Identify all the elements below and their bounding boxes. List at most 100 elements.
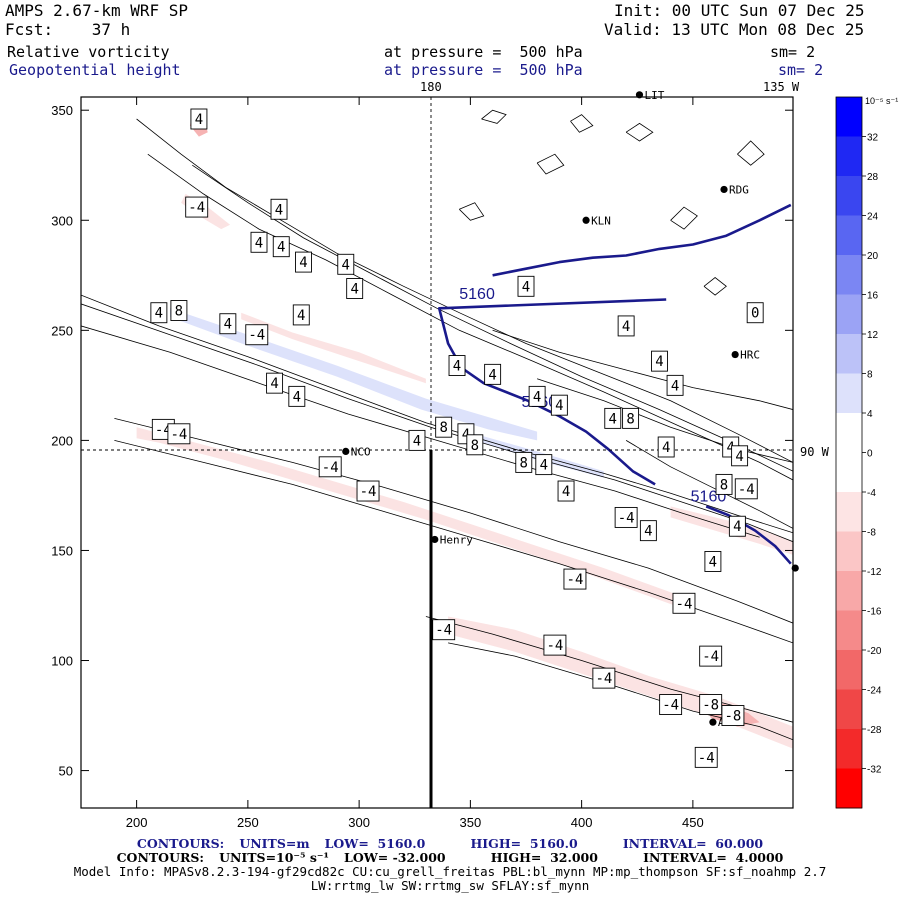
vorticity-contours [81, 109, 793, 741]
vort-label-text: 8 [626, 411, 634, 427]
y-tick-label: 250 [51, 323, 73, 338]
vort-label-box [288, 385, 306, 407]
vort-contour-6 [114, 418, 793, 624]
vort-label-3: 4 [250, 231, 268, 253]
vort-label-text: 8 [520, 455, 528, 471]
vort-label-20: 8 [466, 434, 484, 456]
footer-height-contours: CONTOURS: UNITS=m LOW= 5160.0 HIGH= 5160… [136, 836, 764, 851]
vort-label-text: -4 [676, 596, 693, 612]
vort-label-box [563, 568, 587, 590]
vort-label-23: 4 [448, 355, 466, 377]
colorbar-segment-8 [836, 413, 862, 453]
vort-label-text: -4 [546, 638, 563, 654]
shade-band-4 [448, 616, 793, 749]
x-tick-label: 400 [571, 815, 593, 830]
vort-contour-3 [136, 118, 793, 463]
vort-label-text: 4 [540, 458, 548, 474]
vort-label-box [346, 278, 364, 299]
vort-label-40: -4 [734, 478, 758, 500]
station-henry: Henry [431, 533, 473, 546]
vort-label-text: 4 [299, 255, 307, 271]
vort-label-text: -4 [567, 572, 584, 588]
vort-label-54: -4 [694, 746, 718, 768]
vort-label-box [270, 198, 288, 220]
colorbar-segment-5 [836, 294, 862, 335]
vort-label-text: 4 [555, 398, 563, 414]
field2-name: Geopotential height [9, 61, 181, 79]
colorbar-segment-17 [836, 768, 862, 809]
valid-time: Valid: 13 UTC Mon 08 Dec 25 [604, 20, 865, 39]
vort-label-text: -4 [618, 510, 635, 526]
height-contour-2 [705, 505, 792, 565]
colorbar-segment-12 [836, 571, 862, 611]
vort-label-text: 4 [671, 378, 679, 394]
vort-label-text: -4 [248, 328, 265, 344]
vort-label-16: -4 [167, 423, 191, 445]
station-marker [342, 447, 350, 455]
vort-label-text: 4 [733, 519, 741, 535]
vort-label-27: 4 [517, 275, 535, 297]
vort-label-box [746, 302, 764, 324]
colorbar-segment-11 [836, 531, 862, 572]
vort-label-31: 8 [622, 407, 640, 429]
footer-model-info: Model Info: MPASv8.2.3-194-gf29cd82c CU:… [73, 864, 827, 879]
vort-label-box [659, 694, 683, 715]
vort-label-14: 4 [288, 385, 306, 407]
station-marker [720, 185, 728, 194]
vort-label-text: 4 [562, 484, 570, 500]
vort-label-text: -8 [702, 698, 719, 714]
vort-label-1: -4 [185, 196, 209, 218]
vort-label-box [694, 746, 718, 768]
vort-label-box [318, 456, 342, 478]
y-tick-label: 200 [51, 433, 73, 448]
colorbar-segment-1 [836, 136, 862, 177]
height-contour-0 [492, 203, 792, 277]
vort-label-24: 4 [484, 363, 502, 385]
vort-label-text: 4 [255, 235, 263, 251]
y-tick-label: 350 [51, 103, 73, 118]
vort-label-text: 4 [293, 389, 301, 405]
vort-label-10: 4 [219, 313, 237, 335]
y-tick-label: 50 [59, 764, 73, 779]
vort-label-box [515, 451, 533, 473]
vort-label-text: 4 [709, 554, 717, 570]
vort-label-box [639, 520, 657, 542]
vort-label-text: 4 [644, 524, 652, 540]
colorbar-tick-label: 24 [867, 212, 879, 223]
vort-contour-11 [536, 378, 793, 463]
colorbar-tick-label: 4 [867, 409, 873, 420]
init-time: Init: 00 UTC Sun 07 Dec 25 [614, 1, 865, 20]
vort-label-box [219, 313, 237, 335]
x-tick-label: 450 [682, 815, 704, 830]
vort-label-box [672, 592, 696, 614]
forecast-prefix: Fcst: [5, 20, 54, 39]
field2-level: at pressure = 500 hPa [384, 61, 583, 79]
x-tick-label: 200 [126, 815, 148, 830]
vort-label-text: -4 [738, 482, 755, 498]
vort-label-46: -4 [672, 592, 696, 614]
vort-small-contour-6 [570, 114, 594, 133]
colorbar-segment-7 [836, 373, 862, 414]
vort-label-49: -4 [699, 645, 723, 667]
vort-label-52: -8 [699, 694, 723, 715]
vort-label-text: 8 [471, 438, 479, 454]
vort-label-text: 4 [453, 359, 461, 375]
vort-label-box [356, 480, 380, 502]
vort-label-text: 4 [726, 440, 734, 456]
station-name: HRC [740, 349, 760, 362]
vort-label-text: 0 [751, 306, 759, 322]
vort-small-contour-0 [481, 109, 507, 124]
colorbar-segment-14 [836, 650, 862, 690]
vort-label-28: 4 [617, 315, 635, 337]
colorbar[interactable]: 32 28 24 20 16 12 8 4 0 -4 -8 -12 -16 -20 -24 -28 -32 10⁻… [835, 96, 898, 809]
colorbar-tick-label: -16 [867, 607, 882, 618]
colorbar-tick-label: -8 [867, 528, 876, 539]
vort-label-8: 4 [150, 302, 168, 324]
stations-layer: LITRDGKLNHRCNCOHenryAG2 [342, 89, 799, 729]
vort-label-text: -4 [595, 671, 612, 687]
colorbar-segment-10 [836, 492, 862, 532]
colorbar-segment-9 [836, 452, 862, 493]
colorbar-segment-2 [836, 176, 862, 216]
lon-90w-label: 90 W [800, 445, 829, 459]
